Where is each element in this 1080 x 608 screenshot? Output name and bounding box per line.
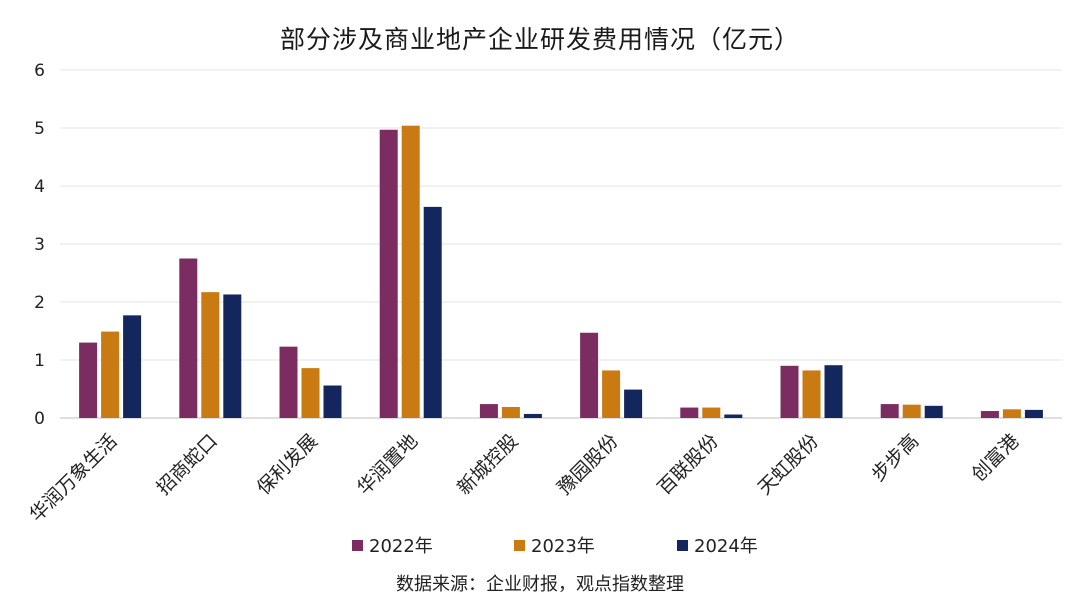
bar-2023年 (702, 407, 721, 418)
bar-2023年 (301, 368, 320, 418)
bar-2024年 (223, 294, 242, 418)
bar-2023年 (501, 406, 520, 418)
bar-2024年 (724, 414, 743, 418)
bar-2024年 (523, 413, 542, 418)
bar-2024年 (1024, 409, 1043, 418)
bar-chart: 0 1 2 3 4 5 6 华润万象生活 招商蛇口 保利发展 华润置地 新城控股 豫园股份 百联股份 天虹股… (25, 61, 1062, 526)
y-tick-label: 2 (34, 293, 45, 313)
legend-swatch (677, 539, 688, 551)
bar-2022年 (279, 346, 298, 418)
bar-2022年 (79, 342, 98, 418)
y-tick-label: 0 (34, 409, 45, 429)
y-tick-label: 1 (34, 351, 45, 371)
x-tick-label: 天虹股份 (754, 430, 823, 499)
legend-label: 2024年 (694, 536, 758, 557)
legend: 2022年 2023年 2024年 (0, 532, 1080, 558)
x-tick-label: 招商蛇口 (153, 430, 222, 499)
x-tick-label: 华润置地 (353, 430, 422, 499)
bar-2022年 (980, 411, 999, 418)
y-tick-label: 5 (34, 119, 45, 139)
bar-2023年 (201, 292, 220, 418)
x-tick-label: 华润万象生活 (25, 430, 121, 526)
legend-swatch (514, 539, 525, 551)
x-tick-label: 步步高 (867, 430, 923, 486)
bar-2024年 (423, 206, 442, 418)
bar-2023年 (902, 404, 921, 418)
bar-2022年 (479, 404, 498, 418)
x-tick-label: 创富港 (968, 430, 1024, 486)
chart-title: 部分涉及商业地产企业研发费用情况（亿元） (279, 25, 800, 54)
x-tick-label: 保利发展 (253, 430, 322, 499)
bar-2024年 (624, 389, 643, 418)
bar-2024年 (824, 365, 843, 418)
x-tick-label: 豫园股份 (553, 430, 622, 499)
legend-label: 2023年 (531, 536, 595, 557)
legend-item: 2022年 (352, 532, 433, 558)
bar-2024年 (924, 405, 943, 418)
bar-2024年 (123, 315, 142, 418)
bar-2022年 (580, 332, 599, 418)
source-note: 数据来源：企业财报，观点指数整理 (396, 574, 684, 595)
y-tick-label: 6 (34, 61, 45, 81)
bar-2023年 (101, 331, 120, 418)
x-tick-label: 百联股份 (654, 430, 723, 499)
bar-2022年 (880, 404, 899, 418)
bar-2022年 (680, 407, 699, 418)
legend-item: 2024年 (677, 532, 758, 558)
x-tick-label: 新城控股 (453, 430, 522, 499)
y-tick-label: 4 (34, 177, 45, 197)
bar-2023年 (401, 125, 420, 419)
bar-2023年 (602, 370, 621, 418)
bar-2022年 (179, 258, 198, 418)
bar-2023年 (1002, 409, 1021, 418)
bar-2022年 (780, 365, 799, 418)
bar-2022年 (379, 129, 398, 419)
bar-2023年 (802, 370, 821, 418)
bar-2024年 (323, 385, 342, 418)
y-tick-label: 3 (34, 235, 45, 255)
legend-label: 2022年 (369, 536, 433, 557)
legend-swatch (352, 539, 363, 551)
legend-item: 2023年 (514, 532, 595, 558)
